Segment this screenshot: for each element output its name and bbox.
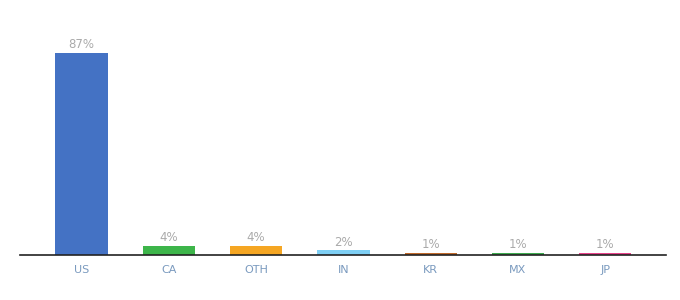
Bar (492, 253, 544, 255)
Text: 1%: 1% (422, 238, 440, 251)
Text: 87%: 87% (69, 38, 95, 51)
Bar (230, 246, 282, 255)
Text: 1%: 1% (509, 238, 527, 251)
Bar (143, 246, 195, 255)
Text: 4%: 4% (247, 231, 265, 244)
Bar (405, 253, 457, 255)
Text: 1%: 1% (596, 238, 615, 251)
Text: 2%: 2% (334, 236, 353, 248)
Bar (579, 253, 632, 255)
Bar (317, 250, 370, 255)
Text: 4%: 4% (160, 231, 178, 244)
Bar (55, 53, 107, 255)
